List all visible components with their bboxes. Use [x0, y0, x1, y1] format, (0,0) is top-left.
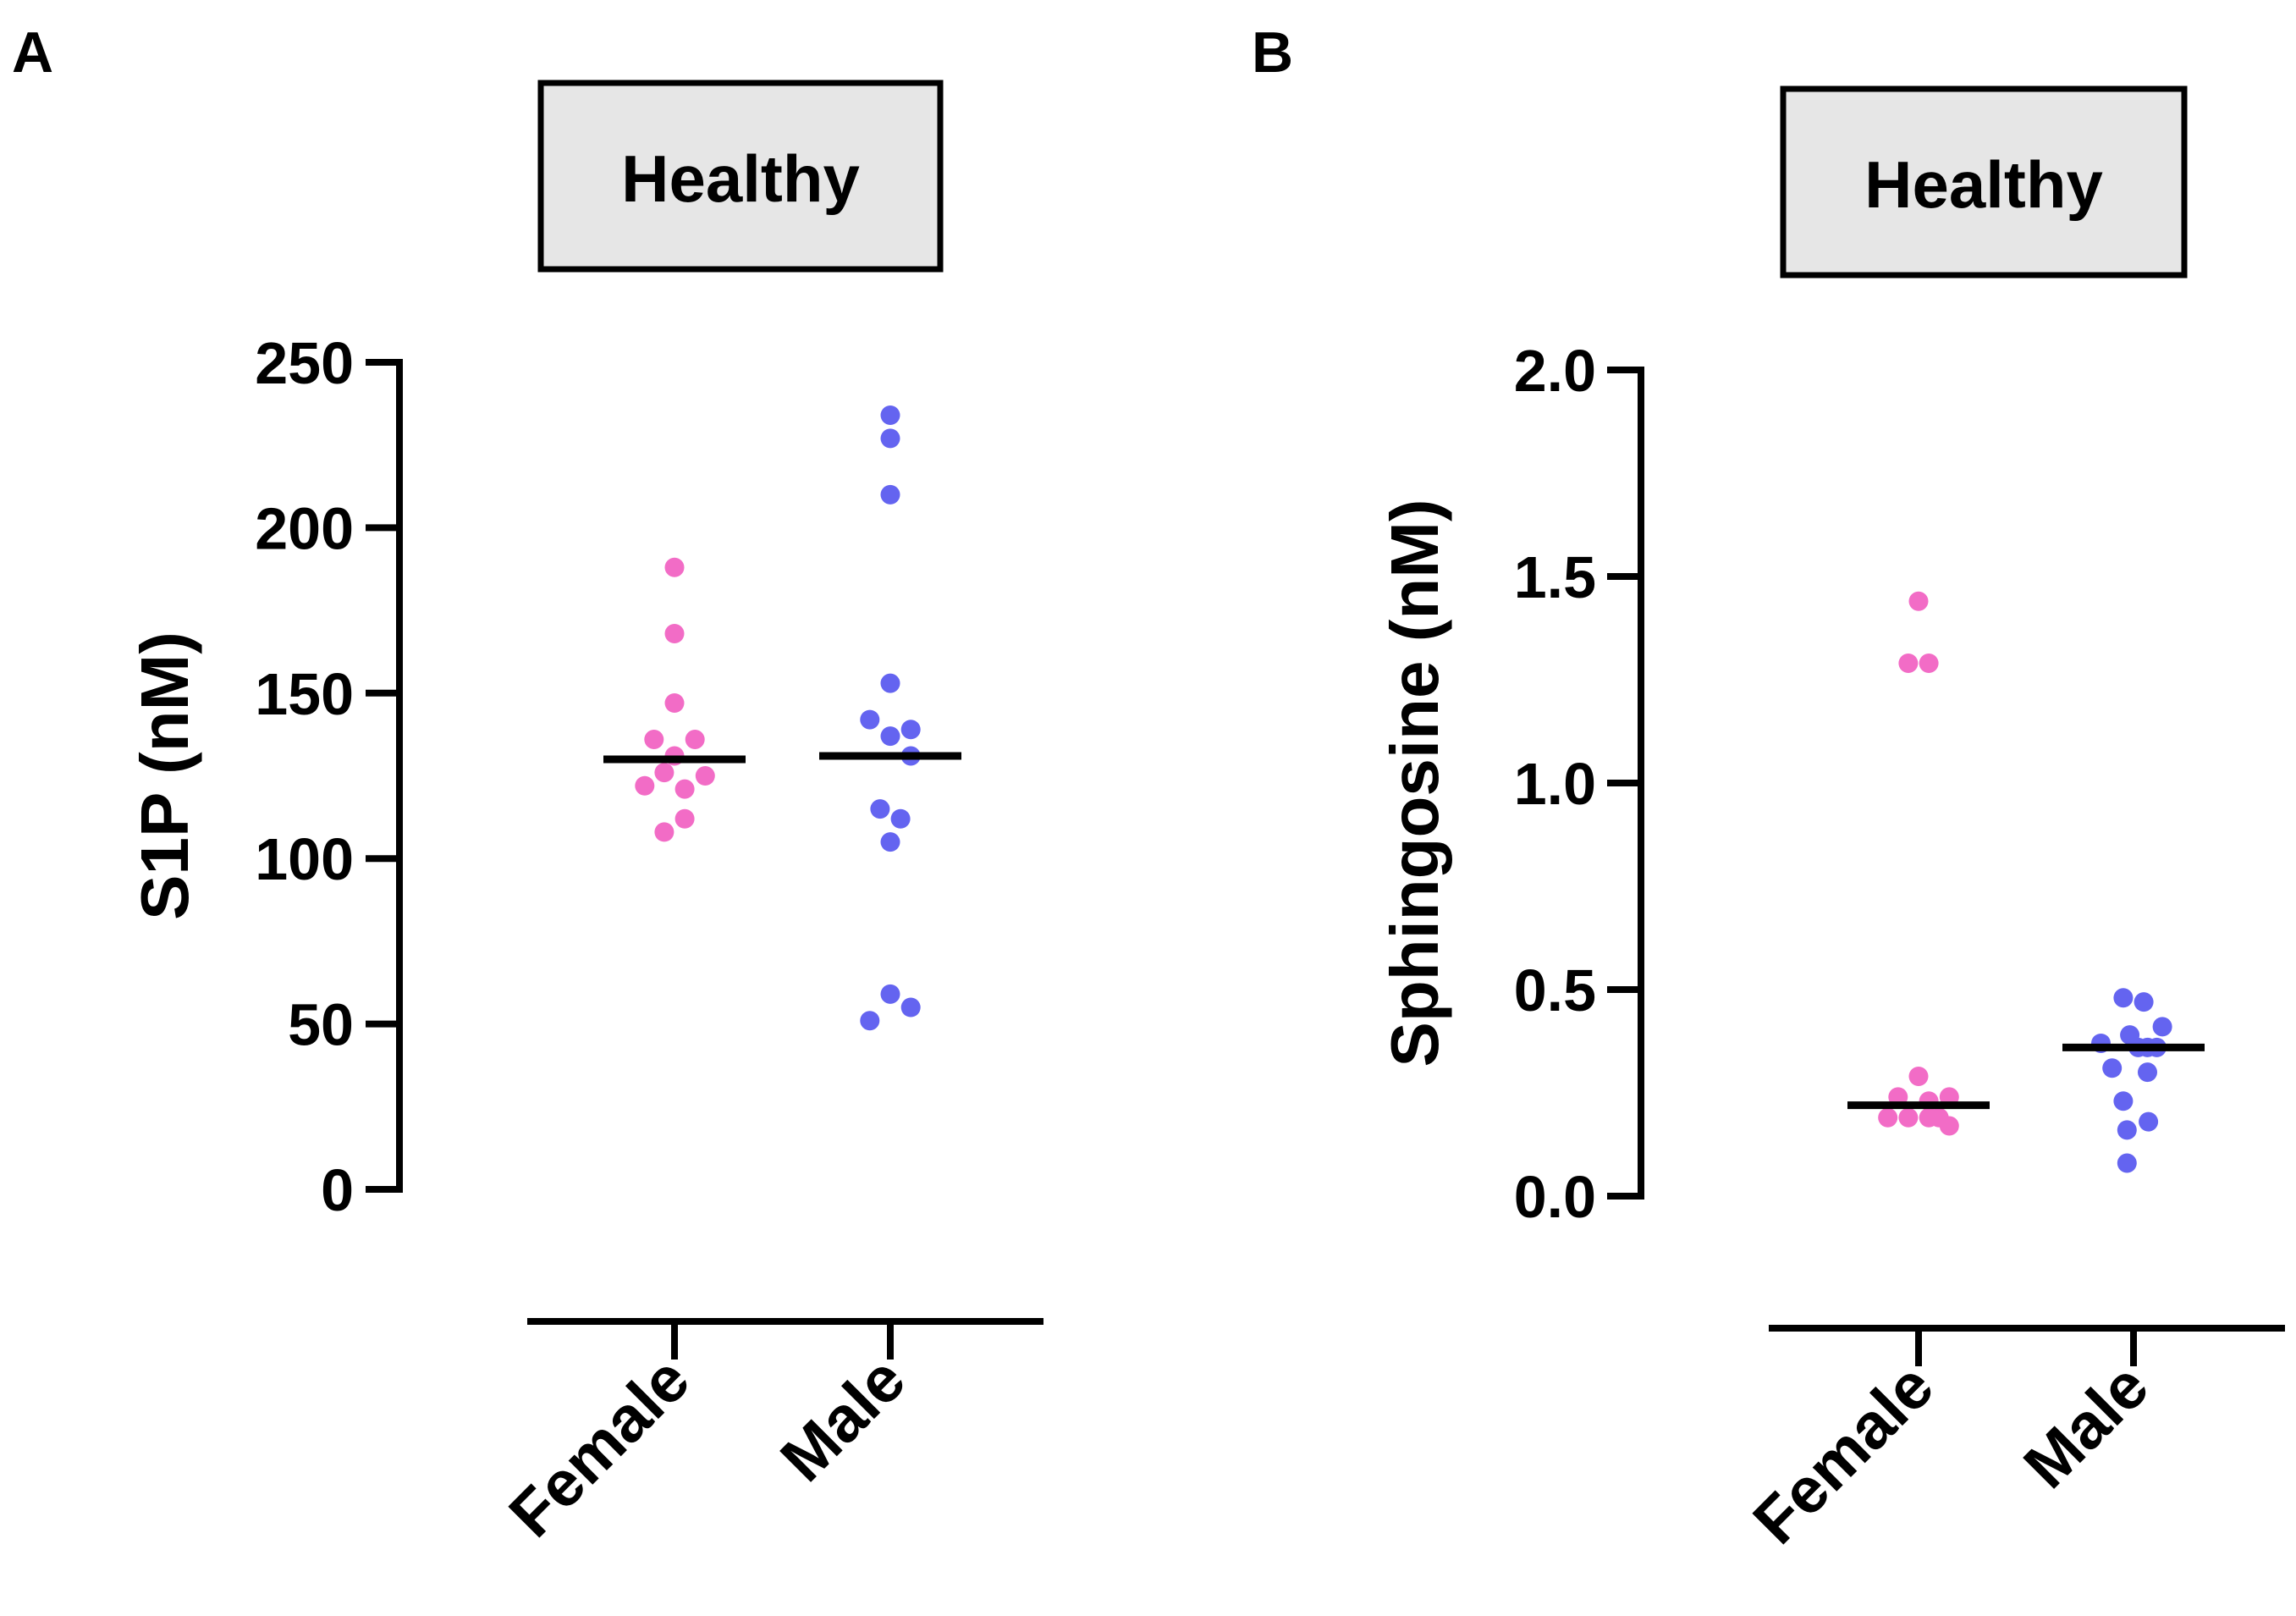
data-point	[2113, 988, 2134, 1008]
data-point	[880, 984, 900, 1004]
data-point	[664, 693, 685, 714]
data-point	[900, 997, 921, 1018]
data-point	[2117, 1120, 2137, 1140]
series-male	[819, 405, 961, 1031]
data-point	[880, 673, 900, 693]
data-point	[1908, 1066, 1929, 1086]
panel-letter: A	[12, 20, 53, 85]
y-tick-label: 1.5	[1514, 544, 1596, 610]
y-tick-label: 1.0	[1514, 751, 1596, 817]
data-point	[654, 822, 674, 842]
y-tick-label: 250	[255, 330, 354, 396]
series-female	[1847, 591, 1990, 1136]
condition-label: Healthy	[621, 141, 860, 216]
data-point	[880, 405, 900, 426]
y-tick-label: 2.0	[1514, 338, 1596, 404]
data-point	[860, 1011, 880, 1031]
data-point	[695, 766, 715, 786]
data-point	[890, 808, 911, 829]
data-point	[880, 484, 900, 505]
data-point	[900, 720, 921, 740]
y-tick-label: 0	[321, 1157, 354, 1223]
series-male	[2062, 988, 2205, 1173]
data-point	[1919, 653, 1939, 673]
data-point	[635, 775, 655, 796]
data-point	[664, 623, 685, 643]
data-point	[674, 779, 695, 799]
data-point	[860, 709, 880, 730]
data-point	[1878, 1107, 1898, 1128]
data-point	[1898, 653, 1919, 673]
condition-box	[1780, 85, 2188, 279]
y-tick-label: 150	[255, 661, 354, 727]
data-point	[880, 726, 900, 747]
x-category-label: Female	[1740, 1350, 1947, 1558]
data-point	[1908, 591, 1929, 611]
data-point	[685, 730, 705, 750]
y-axis-title: S1P (nM)	[127, 632, 202, 920]
data-point	[1939, 1116, 1959, 1136]
y-tick-label: 200	[255, 495, 354, 561]
data-point	[2138, 1062, 2157, 1083]
panel-letter: B	[1252, 20, 1293, 85]
data-point	[2139, 1111, 2159, 1132]
y-tick-label: 100	[255, 826, 354, 892]
data-point	[2102, 1058, 2123, 1078]
data-point	[870, 799, 890, 819]
data-point	[880, 428, 900, 449]
x-category-label: Female	[496, 1343, 703, 1551]
data-point	[1898, 1107, 1919, 1128]
data-point	[2117, 1153, 2137, 1173]
data-point	[2113, 1091, 2134, 1111]
series-female	[603, 557, 746, 842]
x-category-label: Male	[767, 1343, 919, 1496]
data-point	[674, 808, 695, 829]
data-point	[880, 832, 900, 852]
y-tick-label: 0.0	[1514, 1164, 1596, 1230]
condition-box	[537, 80, 944, 273]
panel-b: B Healthy 0.0 0.5 1.0 1.5 2.0 Sphingosine (nM) F…	[1252, 20, 2285, 1558]
y-tick-label: 0.5	[1514, 957, 1596, 1023]
y-tick-label: 50	[288, 992, 354, 1058]
data-point	[644, 730, 664, 750]
panel-a: A Healthy 0 50 100 150 200 250 S1P (nM) Female Mal…	[12, 20, 1043, 1551]
data-point	[664, 557, 685, 577]
x-category-label: Male	[2010, 1350, 2162, 1503]
y-axis-title: Sphingosine (nM)	[1377, 499, 1452, 1067]
data-point	[2152, 1017, 2172, 1037]
data-point	[2134, 992, 2154, 1012]
data-point	[654, 763, 674, 783]
condition-label: Healthy	[1864, 147, 2103, 222]
